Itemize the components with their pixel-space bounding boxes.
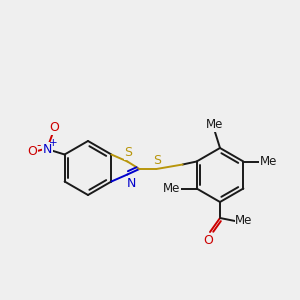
Text: Me: Me [163, 182, 180, 195]
Text: N: N [43, 143, 52, 156]
Text: Me: Me [206, 118, 224, 131]
Text: S: S [153, 154, 161, 166]
Text: -: - [36, 139, 41, 152]
Text: Me: Me [235, 214, 253, 227]
Text: N: N [127, 177, 136, 190]
Text: +: + [49, 139, 57, 148]
Text: O: O [203, 233, 213, 247]
Text: O: O [50, 121, 60, 134]
Text: S: S [124, 146, 132, 159]
Text: Me: Me [260, 155, 277, 168]
Text: O: O [28, 145, 38, 158]
